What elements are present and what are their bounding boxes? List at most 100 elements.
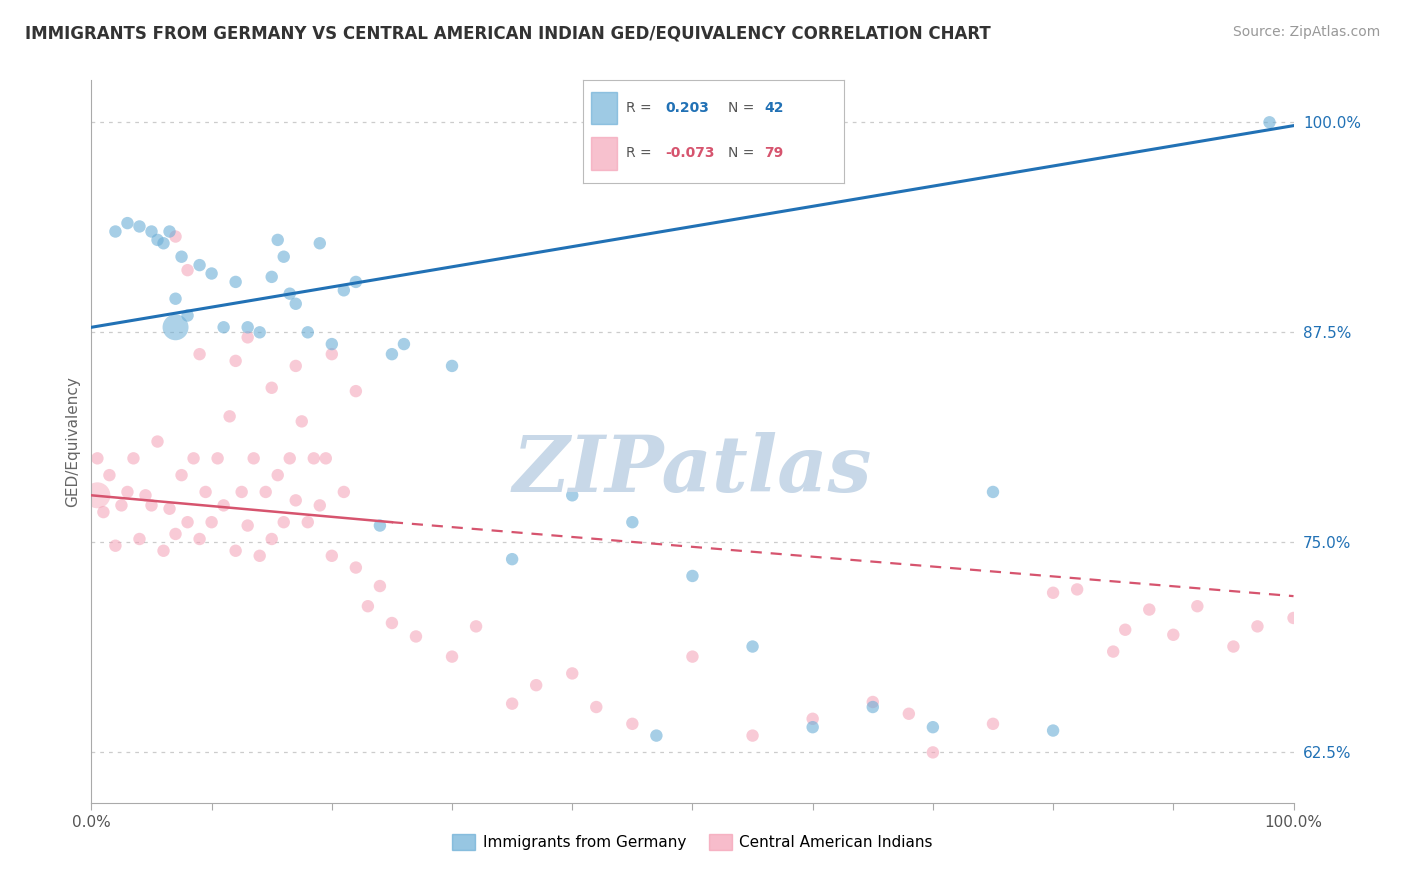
Point	[645, 729, 668, 743]
Point	[344, 275, 367, 289]
Text: -0.073: -0.073	[665, 146, 714, 160]
Point	[165, 292, 187, 306]
Point	[308, 499, 330, 513]
Point	[212, 499, 235, 513]
Point	[104, 225, 127, 239]
Text: Source: ZipAtlas.com: Source: ZipAtlas.com	[1233, 25, 1381, 39]
Point	[254, 485, 277, 500]
Point	[104, 539, 127, 553]
Point	[152, 543, 174, 558]
Point	[236, 320, 259, 334]
Point	[621, 716, 644, 731]
Point	[278, 286, 301, 301]
Point	[176, 309, 198, 323]
Point	[315, 451, 337, 466]
Text: ZIPatlas: ZIPatlas	[513, 433, 872, 508]
Point	[273, 515, 295, 529]
Point	[170, 468, 193, 483]
Point	[344, 560, 367, 574]
Point	[862, 700, 884, 714]
Point	[122, 451, 145, 466]
Point	[405, 630, 427, 644]
Point	[1066, 582, 1088, 597]
Point	[681, 649, 703, 664]
Point	[117, 485, 139, 500]
Point	[801, 720, 824, 734]
Point	[465, 619, 488, 633]
Point	[561, 488, 583, 502]
Point	[1258, 115, 1281, 129]
Point	[152, 236, 174, 251]
Point	[188, 532, 211, 546]
Point	[308, 236, 330, 251]
Point	[273, 250, 295, 264]
Point	[368, 579, 391, 593]
Point	[165, 527, 187, 541]
Point	[440, 649, 463, 664]
Text: N =: N =	[728, 101, 759, 115]
Point	[291, 414, 314, 428]
Point	[225, 275, 247, 289]
Point	[236, 330, 259, 344]
Point	[1246, 619, 1268, 633]
Point	[260, 269, 283, 284]
Point	[86, 451, 108, 466]
Point	[302, 451, 325, 466]
Point	[524, 678, 547, 692]
Point	[501, 697, 523, 711]
Point	[128, 532, 150, 546]
Text: IMMIGRANTS FROM GERMANY VS CENTRAL AMERICAN INDIAN GED/EQUIVALENCY CORRELATION C: IMMIGRANTS FROM GERMANY VS CENTRAL AMERI…	[25, 25, 991, 43]
Point	[86, 488, 108, 502]
Point	[344, 384, 367, 398]
Point	[1042, 723, 1064, 738]
Point	[159, 225, 181, 239]
Point	[194, 485, 217, 500]
Legend: Immigrants from Germany, Central American Indians: Immigrants from Germany, Central America…	[446, 829, 939, 856]
Point	[260, 532, 283, 546]
Point	[231, 485, 253, 500]
Point	[1042, 586, 1064, 600]
Point	[284, 359, 307, 373]
Point	[170, 250, 193, 264]
Point	[501, 552, 523, 566]
Point	[1161, 628, 1184, 642]
Point	[146, 233, 169, 247]
Point	[561, 666, 583, 681]
Point	[297, 326, 319, 340]
Point	[201, 267, 224, 281]
Point	[381, 347, 404, 361]
Point	[165, 229, 187, 244]
Text: R =: R =	[627, 101, 657, 115]
Point	[284, 297, 307, 311]
Point	[897, 706, 920, 721]
Point	[249, 326, 271, 340]
Bar	[591, 136, 617, 169]
Point	[321, 347, 343, 361]
Point	[159, 501, 181, 516]
Point	[146, 434, 169, 449]
Point	[321, 549, 343, 563]
Point	[1222, 640, 1244, 654]
Point	[260, 381, 283, 395]
Point	[357, 599, 380, 614]
Point	[862, 695, 884, 709]
Point	[1102, 644, 1125, 658]
Point	[981, 716, 1004, 731]
Point	[284, 493, 307, 508]
Point	[141, 225, 163, 239]
Point	[297, 515, 319, 529]
Point	[128, 219, 150, 234]
Point	[922, 720, 945, 734]
Point	[278, 451, 301, 466]
Point	[188, 258, 211, 272]
Point	[1282, 611, 1305, 625]
Point	[225, 543, 247, 558]
Point	[218, 409, 240, 424]
Bar	[591, 92, 617, 124]
Point	[207, 451, 229, 466]
Point	[267, 233, 290, 247]
Text: N =: N =	[728, 146, 759, 160]
Y-axis label: GED/Equivalency: GED/Equivalency	[65, 376, 80, 507]
Point	[801, 712, 824, 726]
Point	[117, 216, 139, 230]
